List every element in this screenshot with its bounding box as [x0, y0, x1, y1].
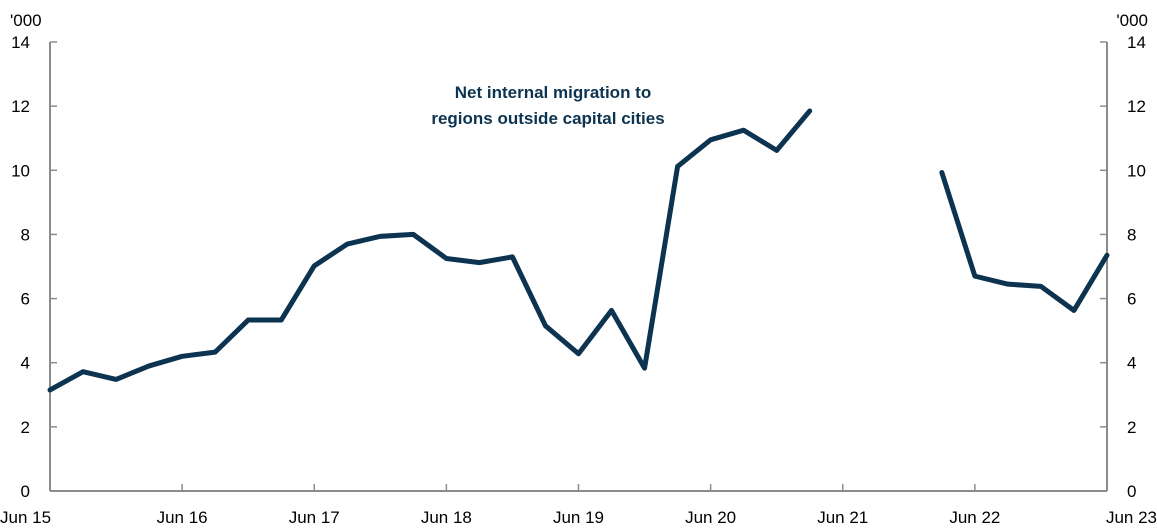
y-tick-label-right: 8	[1127, 225, 1136, 244]
axes: 0 0 2 2 4 4 6 6 8 8 10 10 12 12 14 14 Jun 15 Jun 16 Jun 17…	[0, 33, 1157, 527]
left-axis-unit-label: '000	[10, 11, 42, 30]
y-tick-label-left: 12	[11, 97, 30, 116]
y-tick-label-right: 12	[1127, 97, 1146, 116]
y-tick-label-right: 4	[1127, 354, 1136, 373]
annotation-line-2: regions outside capital cities	[431, 109, 664, 128]
right-axis-unit-label: '000	[1116, 11, 1148, 30]
y-tick-label-right: 14	[1127, 33, 1146, 52]
annotation-line-1: Net internal migration to	[455, 83, 651, 102]
y-tick-label-right: 10	[1127, 161, 1146, 180]
y-tick-label-left: 10	[11, 161, 30, 180]
y-tick-label-left: 0	[21, 482, 30, 501]
x-tick-label: Jun 18	[421, 508, 472, 527]
x-tick-label: Jun 20	[685, 508, 736, 527]
y-tick-label-left: 4	[21, 354, 30, 373]
series-layer	[47, 108, 1110, 393]
x-tick-label: Jun 17	[289, 508, 340, 527]
x-tick-label: Jun 22	[949, 508, 1000, 527]
y-tick-label-right: 0	[1127, 482, 1136, 501]
series-line	[47, 108, 1110, 393]
y-tick-label-left: 14	[11, 33, 30, 52]
y-tick-label-right: 2	[1127, 418, 1136, 437]
x-tick-label: Jun 23	[1106, 508, 1157, 527]
y-tick-label-left: 8	[21, 225, 30, 244]
y-tick-label-right: 6	[1127, 290, 1136, 309]
x-tick-label: Jun 15	[0, 508, 51, 527]
x-tick-label: Jun 21	[817, 508, 868, 527]
x-tick-label: Jun 19	[553, 508, 604, 527]
y-tick-label-left: 2	[21, 418, 30, 437]
y-tick-label-left: 6	[21, 290, 30, 309]
x-tick-label: Jun 16	[157, 508, 208, 527]
